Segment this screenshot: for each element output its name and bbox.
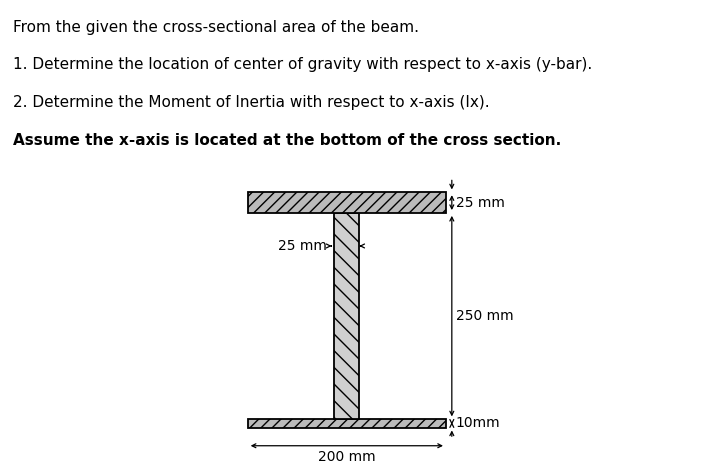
Text: Assume the x-axis is located at the bottom of the cross section.: Assume the x-axis is located at the bott… [13, 133, 561, 148]
Text: 2. Determine the Moment of Inertia with respect to x-axis (Ix).: 2. Determine the Moment of Inertia with … [13, 95, 489, 110]
Bar [335, 213, 359, 419]
Text: 250 mm: 250 mm [455, 309, 513, 323]
Text: 10mm: 10mm [455, 416, 500, 431]
Text: From the given the cross-sectional area of the beam.: From the given the cross-sectional area … [13, 20, 419, 35]
Text: 25 mm: 25 mm [278, 239, 327, 253]
Text: 1. Determine the location of center of gravity with respect to x-axis (y-bar).: 1. Determine the location of center of g… [13, 57, 592, 72]
Text: 200 mm: 200 mm [318, 450, 376, 464]
Text: 25 mm: 25 mm [455, 196, 505, 210]
Bar [248, 419, 446, 428]
Bar [248, 192, 446, 213]
